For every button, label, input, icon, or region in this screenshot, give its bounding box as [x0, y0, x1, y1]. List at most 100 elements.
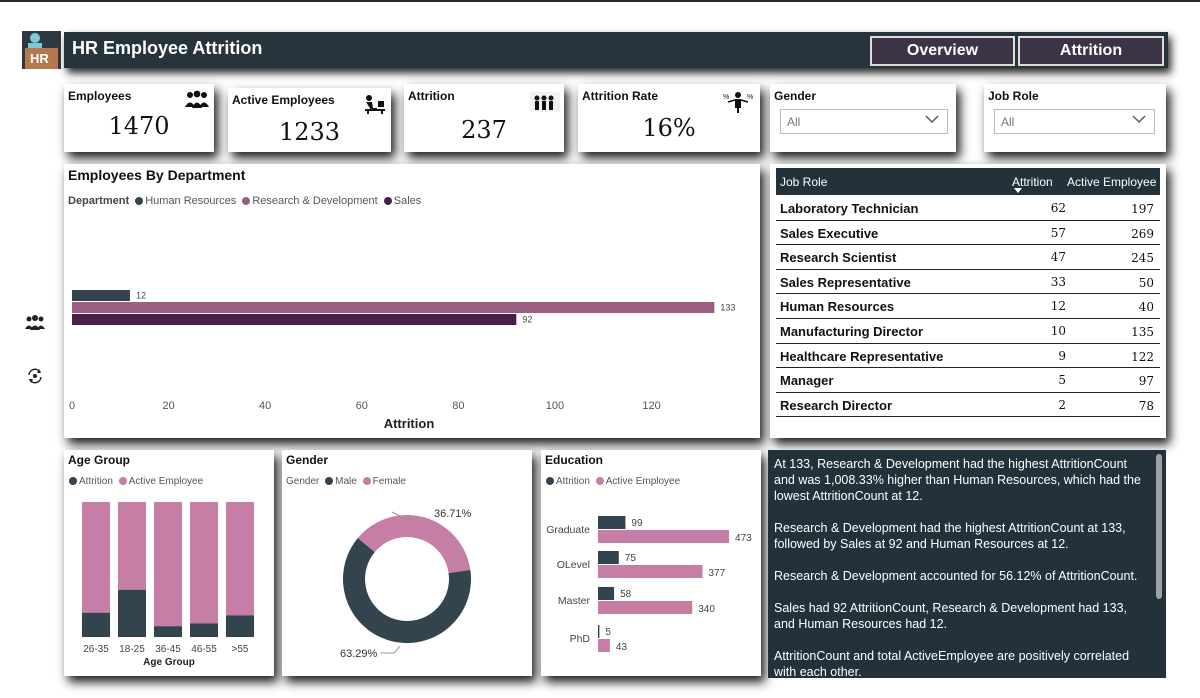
- cell-job-role: Research Director: [780, 397, 892, 413]
- edu-attrition-label: 5: [605, 627, 611, 638]
- cell-active-employee: 245: [1131, 251, 1154, 266]
- narrative-paragraph: AttritionCount and total ActiveEmployee …: [774, 649, 1130, 678]
- age-x-tick: 46-55: [191, 644, 217, 655]
- cell-attrition: 33: [1050, 274, 1066, 289]
- cell-attrition: 9: [1058, 348, 1066, 363]
- dept-x-tick: 100: [546, 400, 564, 412]
- edu-attrition-label: 58: [620, 589, 632, 600]
- nav-overview-button[interactable]: Overview: [870, 36, 1015, 66]
- female-percent-label: 36.71%: [434, 508, 472, 520]
- gender-chart-title: Gender: [286, 453, 329, 467]
- age-bar-active-2: [154, 502, 182, 627]
- table-row[interactable]: Healthcare Representative 9 122: [776, 344, 1160, 369]
- dept-bar-label-2: 92: [522, 315, 532, 325]
- edu-active-label: 43: [616, 642, 628, 653]
- table-header: Job Role Attrition Active Employee: [776, 168, 1160, 195]
- header-attrition[interactable]: Attrition: [1012, 175, 1053, 189]
- age-bar-attrition-0: [82, 612, 110, 637]
- sort-desc-icon: [1014, 188, 1022, 193]
- cell-attrition: 2: [1058, 397, 1066, 412]
- smart-narrative-panel: At 133, Research & Development had the h…: [768, 450, 1166, 678]
- jobrole-slicer-card: Job Role All: [984, 84, 1166, 152]
- legend-research-development: Research & Development: [252, 195, 378, 207]
- dept-x-tick: 120: [642, 400, 660, 412]
- svg-text:%: %: [723, 94, 729, 101]
- gender-dropdown[interactable]: All: [780, 109, 948, 134]
- kpi-attrition-value: 237: [461, 116, 507, 144]
- edu-bar-active-0: [598, 530, 730, 543]
- kpi-employees-label: Employees: [68, 89, 132, 103]
- jobrole-slicer-label: Job Role: [988, 89, 1039, 103]
- cell-active-employee: 50: [1138, 275, 1154, 290]
- chevron-down-icon: [925, 115, 939, 123]
- edu-active-label: 340: [698, 604, 715, 615]
- header-job-role[interactable]: Job Role: [780, 175, 828, 189]
- edu-category-label: PhD: [570, 633, 591, 645]
- department-legend: Department Human Resources Research & De…: [68, 195, 421, 207]
- edu-bar-attrition-0: [598, 516, 626, 529]
- hr-logo-icon: [22, 31, 61, 69]
- kpi-rate-label: Attrition Rate: [582, 89, 658, 103]
- dept-x-tick: 60: [356, 400, 368, 412]
- refresh-icon[interactable]: [25, 366, 45, 386]
- education-bar-chart: 99 473 Graduate 75 377 OLevel 58 340 Master 5 43 Ph…: [546, 516, 752, 653]
- age-x-tick: 26-35: [83, 644, 109, 655]
- desk-worker-icon: [365, 95, 385, 114]
- header-active-employee[interactable]: Active Employee: [1067, 175, 1157, 189]
- logo-text: HR: [30, 51, 49, 66]
- age-bar-attrition-4: [226, 615, 254, 637]
- narrative-scrollbar[interactable]: [1156, 454, 1162, 599]
- table-row[interactable]: Manufacturing Director 10 135: [776, 319, 1160, 344]
- dept-bar-0: [72, 290, 130, 301]
- edu-attrition-label: 75: [625, 553, 637, 564]
- dept-x-axis-title: Attrition: [384, 416, 435, 431]
- education-legend: Attrition Active Employee: [543, 476, 680, 487]
- female-leader-line: [391, 511, 422, 519]
- cell-job-role: Research Scientist: [780, 250, 897, 266]
- chevron-down-icon: [1132, 115, 1146, 123]
- dept-bar-label-0: 12: [136, 291, 146, 301]
- dept-bar-2: [72, 314, 517, 325]
- cell-active-employee: 122: [1131, 349, 1154, 364]
- table-row[interactable]: Laboratory Technician 62 197: [776, 196, 1160, 221]
- cell-attrition: 5: [1058, 373, 1066, 388]
- dept-x-tick: 80: [452, 400, 464, 412]
- people-icon[interactable]: [24, 314, 46, 332]
- narrative-paragraph: Research & Development had the highest A…: [774, 521, 1126, 551]
- kpi-active-value: 1233: [278, 118, 341, 146]
- cell-active-employee: 97: [1138, 374, 1154, 389]
- legend-male: Male: [335, 476, 357, 487]
- cell-job-role: Sales Representative: [780, 274, 911, 290]
- age-x-tick: 36-45: [155, 644, 181, 655]
- table-row[interactable]: Sales Representative 33 50: [776, 270, 1160, 295]
- edu-category-label: Graduate: [546, 524, 590, 536]
- gender-slicer-label: Gender: [774, 89, 817, 103]
- cell-attrition: 47: [1050, 250, 1066, 265]
- person-percent-icon: %%: [723, 92, 753, 113]
- edu-bar-attrition-1: [598, 551, 619, 564]
- gender-dropdown-value: All: [787, 115, 801, 129]
- edu-bar-active-1: [598, 565, 703, 578]
- table-row[interactable]: Sales Executive 57 269: [776, 221, 1160, 246]
- narrative-text: At 133, Research & Development had the h…: [768, 450, 1166, 678]
- jobrole-dropdown-value: All: [1001, 115, 1015, 129]
- age-group-title: Age Group: [68, 453, 130, 467]
- edu-active-label: 473: [735, 533, 752, 544]
- jobrole-dropdown[interactable]: All: [994, 109, 1155, 134]
- gender-slicer-card: Gender All: [770, 84, 956, 152]
- edu-bar-attrition-2: [598, 587, 615, 600]
- table-row[interactable]: Research Scientist 47 245: [776, 245, 1160, 270]
- cell-job-role: Laboratory Technician: [780, 201, 919, 216]
- dept-x-tick: 0: [69, 400, 75, 412]
- legend-sales: Sales: [393, 195, 422, 207]
- cell-job-role: Human Resources: [780, 299, 895, 315]
- table-row[interactable]: Research Director 2 78: [776, 393, 1160, 418]
- table-row[interactable]: Manager 5 97: [776, 368, 1160, 393]
- nav-attrition-button[interactable]: Attrition: [1018, 36, 1164, 66]
- edu-attrition-label: 99: [631, 518, 643, 529]
- table-row[interactable]: Human Resources 12 40: [776, 294, 1160, 319]
- narrative-paragraph: At 133, Research & Development had the h…: [774, 457, 1141, 503]
- legend-female: Female: [372, 476, 406, 487]
- page-title: HR Employee Attrition: [72, 38, 263, 58]
- gender-legend-title: Gender: [286, 476, 320, 487]
